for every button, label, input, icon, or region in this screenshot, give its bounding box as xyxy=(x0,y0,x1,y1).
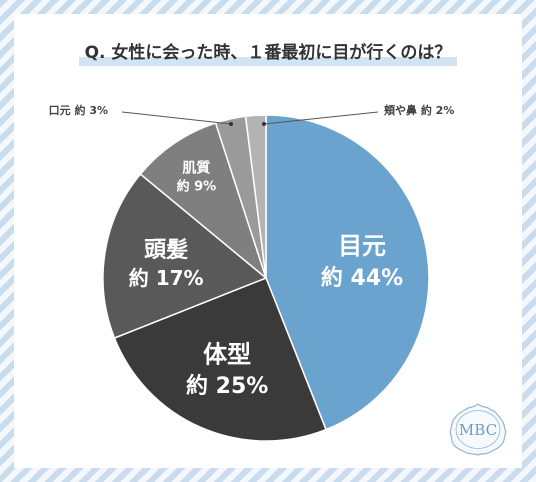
leader-dot-5 xyxy=(229,122,233,126)
slice-value-3: 約 17% xyxy=(129,266,204,290)
leader-line-5 xyxy=(121,111,232,125)
pie-slice-4 xyxy=(139,122,268,281)
slice-value-2: 約 25% xyxy=(186,373,268,399)
slice-label-2: 体型 xyxy=(203,340,251,368)
slice-value-4: 約 9% xyxy=(177,178,217,194)
logo-text: MBC xyxy=(459,421,497,439)
pie-slice-6 xyxy=(244,114,267,279)
slice-label-3: 頭髪 xyxy=(144,238,188,263)
chart-title-text: Q. 女性に会った時、１番最初に目が行くのは？ xyxy=(78,38,458,66)
slice-label-5: 口元 約 3% xyxy=(49,103,108,117)
pie-slices xyxy=(102,114,430,442)
chart-title: Q. 女性に会った時、１番最初に目が行くのは？ xyxy=(0,38,536,66)
slice-value-1: 約 44% xyxy=(321,265,403,291)
pie-slice-1 xyxy=(265,114,430,431)
leader-line-6 xyxy=(263,111,379,125)
mbc-logo: MBC xyxy=(449,403,507,456)
slice-label-4: 肌質 xyxy=(182,159,210,176)
leader-lines xyxy=(121,111,379,126)
pie-slice-3 xyxy=(102,173,268,339)
slice-label-1: 目元 xyxy=(338,232,386,260)
slice-labels: 目元約 44% 体型約 25% 頭髪約 17% 肌質約 9% 口元 約 3% 頬や鼻 約 … xyxy=(49,103,455,399)
pie-slice-2 xyxy=(113,277,327,442)
slice-label-6: 頬や鼻 約 2% xyxy=(384,103,454,117)
leader-dot-6 xyxy=(262,122,266,126)
